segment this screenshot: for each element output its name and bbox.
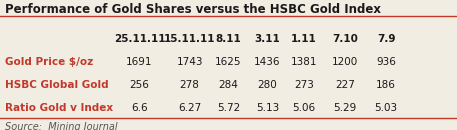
Text: 1625: 1625 (215, 57, 242, 67)
Text: Gold Price $/oz: Gold Price $/oz (5, 57, 93, 67)
Text: 1200: 1200 (332, 57, 358, 67)
Text: Ratio Gold v Index: Ratio Gold v Index (5, 103, 113, 113)
Text: 25.11.11: 25.11.11 (114, 34, 165, 44)
Text: 1743: 1743 (176, 57, 203, 67)
Text: 5.06: 5.06 (292, 103, 315, 113)
Text: 5.72: 5.72 (217, 103, 240, 113)
Text: 1436: 1436 (254, 57, 281, 67)
Text: 273: 273 (294, 80, 314, 90)
Text: 15.11.11: 15.11.11 (164, 34, 215, 44)
Text: 7.10: 7.10 (332, 34, 358, 44)
Text: 227: 227 (335, 80, 355, 90)
Text: 256: 256 (129, 80, 149, 90)
Text: 1381: 1381 (291, 57, 317, 67)
Text: 7.9: 7.9 (377, 34, 395, 44)
Text: 280: 280 (257, 80, 277, 90)
Text: Performance of Gold Shares versus the HSBC Gold Index: Performance of Gold Shares versus the HS… (5, 3, 381, 16)
Text: 5.13: 5.13 (256, 103, 279, 113)
Text: 284: 284 (218, 80, 239, 90)
Text: 5.29: 5.29 (334, 103, 356, 113)
Text: HSBC Global Gold: HSBC Global Gold (5, 80, 108, 90)
Text: 936: 936 (376, 57, 396, 67)
Text: 1.11: 1.11 (291, 34, 317, 44)
Text: 278: 278 (180, 80, 200, 90)
Text: 5.03: 5.03 (375, 103, 398, 113)
Text: 3.11: 3.11 (255, 34, 280, 44)
Text: 8.11: 8.11 (216, 34, 241, 44)
Text: 1691: 1691 (126, 57, 153, 67)
Text: 6.6: 6.6 (131, 103, 148, 113)
Text: 186: 186 (376, 80, 396, 90)
Text: 6.27: 6.27 (178, 103, 201, 113)
Text: Source:  Mining Journal: Source: Mining Journal (5, 122, 117, 130)
